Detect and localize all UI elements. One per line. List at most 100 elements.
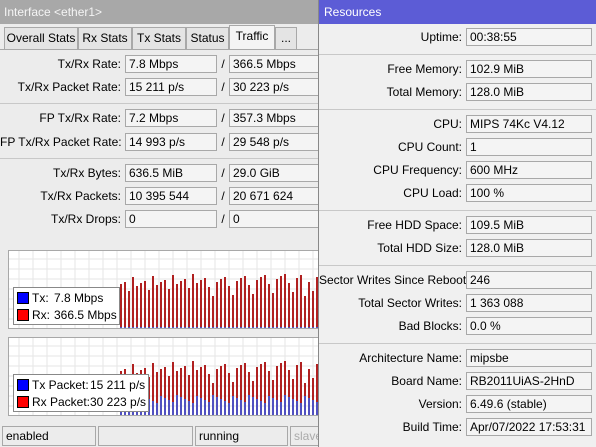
field-label: FP Tx/Rx Rate: [39,111,121,125]
traffic-graph: Tx: 7.8 Mbps Rx: 366.5 Mbps [8,250,318,329]
legend-value: 30 223 p/s [90,395,147,409]
separator: / [221,212,225,226]
legend-value: 366.5 Mbps [54,308,117,322]
rx-field: 357.3 Mbps [229,109,318,127]
separator: / [221,189,225,203]
traffic-graph: Tx Packet: 15 211 p/s Rx Packet: 30 223 p/s [8,337,318,416]
tx-field: 636.5 MiB [125,164,217,182]
field-label: Free HDD Space: [367,218,462,232]
separator: / [221,166,225,180]
field-label: FP Tx/Rx Packet Rate: [0,135,122,149]
tx-field: 7.2 Mbps [125,109,217,127]
field-label: CPU Count: [397,140,462,154]
status-cell: enabled [2,426,96,446]
field-label: Version: [418,397,462,411]
separator: / [221,80,225,94]
value-field: 6.49.6 (stable) [466,395,592,413]
field-label: Tx/Rx Rate: [57,57,121,71]
field-label: Bad Blocks: [398,319,462,333]
window-title: Resources [319,0,596,24]
value-field: 102.9 MiB [466,60,592,78]
tab[interactable]: ... [275,27,297,49]
value-field: 0.0 % [466,317,592,335]
rx-field: 20 671 624 [229,187,318,205]
window-title: Interface <ether1> [0,0,318,24]
group-separator [319,210,596,211]
tx-field: 0 [125,210,217,228]
value-field: MIPS 74Kc V4.12 [466,115,592,133]
tab[interactable]: Traffic [229,25,275,49]
field-label: Build Time: [402,420,462,434]
status-cell: running [195,426,288,446]
tab[interactable]: Tx Stats [132,27,186,49]
field-label: Uptime: [420,30,462,44]
tab-underline [0,49,318,50]
resources-window: Resources Uptime: 00:38:55 Free Memory: 102… [318,0,596,447]
separator: / [221,135,225,149]
tx-field: 10 395 544 [125,187,217,205]
group-separator [319,343,596,344]
field-label: CPU: [433,117,462,131]
tab[interactable]: Overall Stats [4,27,78,49]
value-field: RB2011UiAS-2HnD [466,372,592,390]
value-field: mipsbe [466,349,592,367]
legend-label: Rx Packet: [32,395,91,409]
field-label: CPU Load: [403,186,462,200]
interface-window: Interface <ether1> Overall Stats Rx Stats… [0,0,318,447]
separator: / [221,111,225,125]
tx-field: 14 993 p/s [125,133,217,151]
field-label: Tx/Rx Packet Rate: [17,80,121,94]
field-label: Tx/Rx Drops: [50,212,121,226]
field-label: Tx/Rx Bytes: [52,166,121,180]
field-label: Board Name: [391,374,462,388]
rx-field: 29.0 GiB [229,164,318,182]
field-label: Total Sector Writes: [358,296,462,310]
value-field: Apr/07/2022 17:53:31 [466,418,592,436]
tx-field: 7.8 Mbps [125,55,217,73]
status-cell: slave [290,426,318,446]
separator: / [221,57,225,71]
rx-field: 29 548 p/s [229,133,318,151]
rx-field: 30 223 p/s [229,78,318,96]
field-label: Tx/Rx Packets: [40,189,121,203]
tab[interactable]: Rx Stats [78,27,132,49]
value-field: 128.0 MiB [466,239,592,257]
rx-field: 366.5 Mbps [229,55,318,73]
value-field: 1 363 088 [466,294,592,312]
legend-label: Rx: [32,308,50,322]
value-field: 1 [466,138,592,156]
tab[interactable]: Status [186,27,229,49]
group-separator [0,158,318,159]
rx-bars [120,274,318,328]
value-field: 600 MHz [466,161,592,179]
graph-legend: Tx: 7.8 Mbps Rx: 366.5 Mbps [13,287,120,325]
field-label: Total HDD Size: [377,241,462,255]
field-label: CPU Frequency: [373,163,462,177]
legend-swatch [17,396,29,408]
field-label: Sector Writes Since Reboot: [319,273,470,287]
field-label: Total Memory: [386,85,462,99]
legend-swatch [17,379,29,391]
group-separator [319,109,596,110]
legend-swatch [17,309,29,321]
tx-bars [120,327,318,328]
legend-label: Tx Packet: [32,378,89,392]
value-field: 128.0 MiB [466,83,592,101]
group-separator [0,103,318,104]
legend-value: 7.8 Mbps [54,291,104,305]
field-label: Architecture Name: [359,351,462,365]
legend-label: Tx: [32,291,49,305]
value-field: 109.5 MiB [466,216,592,234]
value-field: 246 [466,271,592,289]
graph-legend: Tx Packet: 15 211 p/s Rx Packet: 30 223 p/s [13,374,149,412]
group-separator [319,54,596,55]
status-cell [98,426,193,446]
legend-value: 15 211 p/s [90,378,146,392]
value-field: 100 % [466,184,592,202]
field-label: Free Memory: [387,62,462,76]
value-field: 00:38:55 [466,28,592,46]
legend-swatch [17,292,29,304]
rx-field: 0 [229,210,318,228]
tx-field: 15 211 p/s [125,78,217,96]
